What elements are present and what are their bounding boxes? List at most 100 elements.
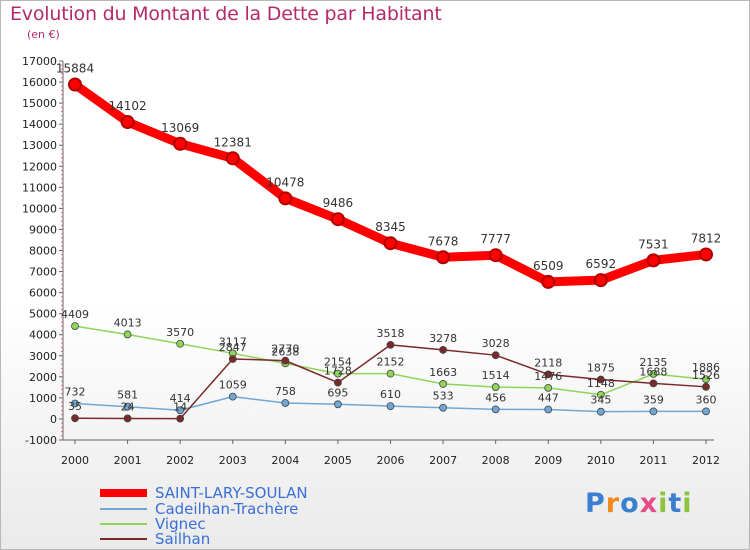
data-label-0: 7678 [428,234,459,248]
data-label-2: 3570 [166,326,194,339]
data-point-1 [702,407,710,416]
data-point-1 [439,403,447,412]
data-point-1 [334,400,342,409]
x-tick-label: 2004 [271,454,299,467]
legend-swatch [100,523,147,525]
legend-label: SAINT-LARY-SOULAN [155,484,308,502]
proxiti-logo: Proxiti [585,488,693,519]
data-point-3 [702,382,710,391]
logo-letter: o [620,488,640,519]
y-tick-label: 0 [50,413,57,426]
data-label-3: 3028 [482,337,510,350]
data-point-0 [120,115,135,130]
data-label-2: 1886 [692,361,720,374]
x-tick-label: 2007 [429,454,457,467]
data-point-2 [386,369,395,378]
data-label-1: 456 [485,391,506,404]
data-point-2 [649,370,658,378]
data-point-0 [278,191,293,206]
data-point-0 [383,236,398,251]
data-point-2 [176,339,185,348]
data-label-3: 24 [121,400,135,413]
data-point-1 [386,402,395,411]
logo-letter: P [585,488,606,519]
data-point-0 [225,151,240,166]
data-point-3 [596,375,605,384]
data-point-3 [281,356,290,365]
data-label-1: 581 [117,389,138,402]
data-label-3: 3518 [377,327,405,340]
chart-title: Evolution du Montant de la Dette par Hab… [10,3,442,25]
data-label-2: 4013 [114,316,142,329]
y-tick-label: 10000 [22,202,57,215]
data-label-1: 695 [327,386,348,399]
y-tick-label: 12000 [22,160,57,173]
logo-letter: x [639,488,659,519]
data-point-0 [173,136,188,151]
legend-item: SAINT-LARY-SOULAN [100,485,308,501]
data-point-1 [649,407,658,416]
y-tick-label: 2000 [29,371,57,384]
data-label-3: 2118 [534,356,562,369]
legend-label: Cadeilhan-Trachère [155,500,299,518]
logo-letter: t [668,488,683,519]
y-tick-label: 17000 [22,55,57,68]
data-point-3 [123,414,132,423]
data-label-1: 345 [590,394,611,407]
series-line-0 [70,79,711,287]
y-tick-label: 1000 [29,392,57,405]
y-tick-label: 15000 [22,97,57,110]
y-tick-label: 3000 [29,350,57,363]
legend-swatch [100,489,147,497]
data-point-0 [68,77,82,92]
data-point-0 [646,253,661,268]
data-label-0: 6509 [533,259,564,273]
data-point-2 [71,322,79,331]
data-point-3 [71,414,79,423]
data-label-3: 3278 [429,332,457,345]
y-tick-label: 6000 [29,287,57,300]
data-label-0: 9486 [323,196,354,210]
data-label-2: 2638 [271,345,299,358]
x-tick-label: 2009 [534,454,562,467]
data-label-0: 7531 [638,237,669,251]
data-point-1 [491,405,500,414]
y-tick-label: 13000 [22,139,57,152]
legend-label: Sailhan [155,530,211,548]
legend-item: Sailhan [100,531,210,547]
x-tick-label: 2010 [587,454,615,467]
y-tick-label: -1000 [25,434,57,447]
x-tick-label: 2001 [114,454,142,467]
data-label-2: 2135 [639,356,667,369]
data-label-1: 1059 [219,379,247,392]
data-label-1: 732 [65,386,86,399]
data-label-1: 610 [380,388,401,401]
data-point-0 [541,274,556,289]
y-tick-label: 16000 [22,76,57,89]
data-label-0: 7812 [691,231,722,245]
data-label-0: 8345 [375,220,406,234]
data-label-1: 359 [643,393,664,406]
data-label-0: 7777 [480,232,511,246]
legend-swatch [100,538,147,540]
data-point-2 [702,375,710,384]
y-tick-label: 4000 [29,329,57,342]
data-label-3: 1688 [639,365,667,378]
data-point-3 [334,378,342,387]
data-label-3: 35 [68,400,82,413]
data-label-1: 533 [433,390,454,403]
data-label-3: 2770 [271,343,299,356]
data-point-1 [544,405,553,414]
data-point-2 [491,383,500,391]
data-label-0: 14102 [108,99,146,113]
data-label-0: 6592 [586,257,617,271]
data-point-3 [544,370,553,379]
data-label-1: 758 [275,385,296,398]
data-label-0: 10478 [266,175,304,189]
legend-label: Vignec [155,515,206,533]
legend-swatch [100,508,147,510]
data-point-0 [593,273,608,288]
data-point-0 [488,248,503,263]
data-label-2: 2152 [377,356,405,369]
x-tick-label: 2002 [166,454,194,467]
